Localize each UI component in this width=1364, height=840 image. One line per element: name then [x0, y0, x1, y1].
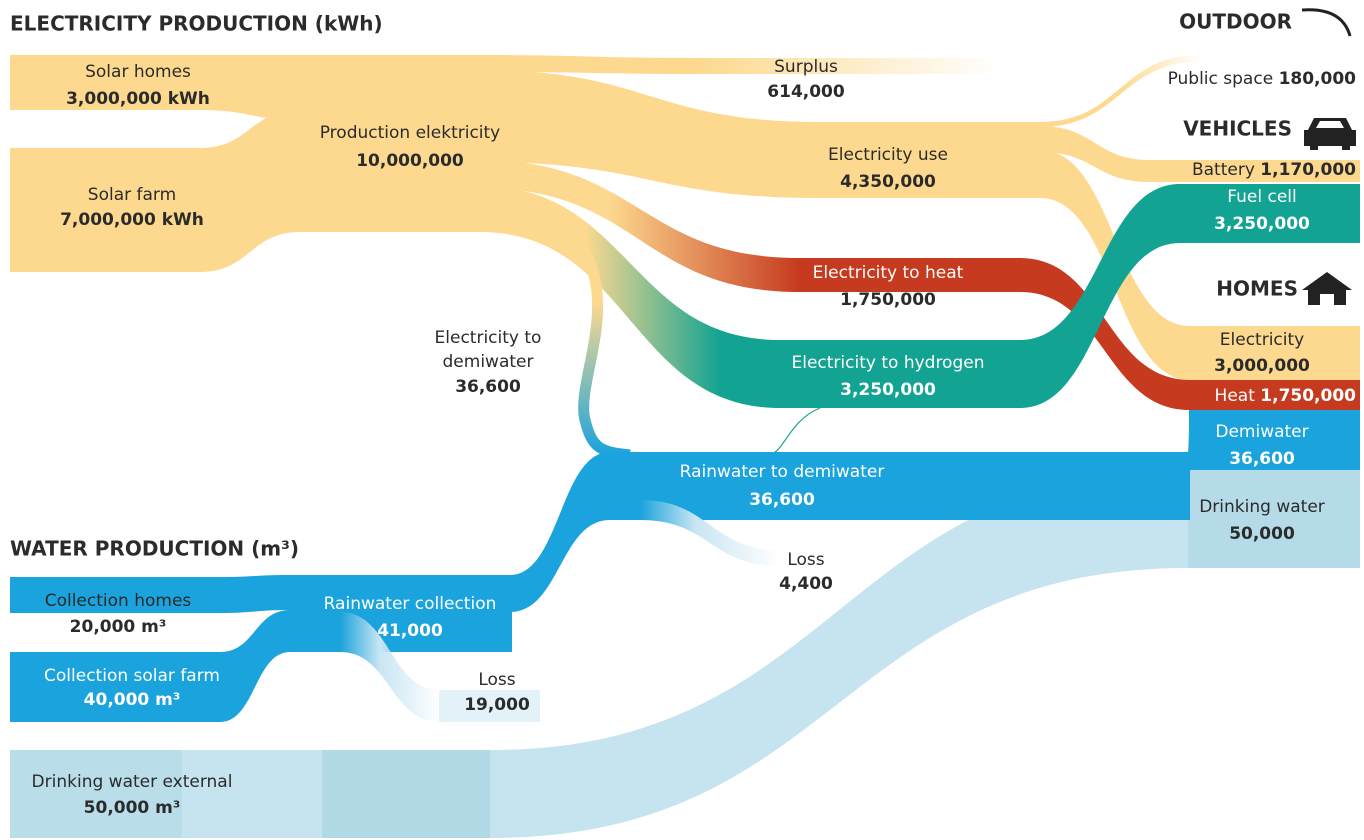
flow-node — [699, 58, 1000, 74]
node-label: Public space 180,000 — [1168, 69, 1357, 89]
flow-node — [609, 452, 1190, 520]
labels: ELECTRICITY PRODUCTION (kWh) WATER PRODU… — [10, 10, 1356, 819]
flow — [480, 55, 700, 74]
node-label: Electricity use — [828, 145, 948, 165]
flow — [480, 186, 780, 408]
flow-node — [1189, 380, 1360, 410]
flow-node — [1189, 410, 1360, 470]
node-value: 614,000 — [767, 82, 845, 102]
node-value: 4,400 — [779, 574, 833, 594]
flow-node — [299, 55, 482, 232]
node-value: 41,000 — [377, 621, 443, 641]
node-label: Rainwater collection — [324, 594, 497, 614]
node-value: 1,750,000 — [1260, 386, 1356, 406]
flow — [480, 160, 800, 292]
node-label: Public space — [1168, 69, 1274, 89]
flow — [640, 500, 780, 566]
house-icon — [1302, 272, 1352, 305]
node-label: demiwater — [443, 352, 534, 372]
node-value: 36,600 — [455, 377, 521, 397]
node-label: Electricity to — [435, 328, 542, 348]
section-title: OUTDOOR — [1179, 10, 1292, 34]
node-label: Electricity — [1220, 330, 1304, 350]
flow-node — [439, 690, 540, 722]
flow — [1020, 184, 1180, 408]
flow — [220, 575, 290, 613]
flow-node — [819, 122, 1042, 198]
street-light-icon — [1301, 8, 1352, 37]
node-value: 180,000 — [1279, 69, 1357, 89]
node-label: Loss — [478, 670, 515, 690]
flow-node — [779, 340, 1022, 408]
node-value: 1,750,000 — [840, 290, 936, 310]
flow — [220, 610, 290, 722]
flows — [10, 55, 1360, 838]
node-label: Production elektricity — [320, 123, 501, 143]
node-value: 50,000 — [1229, 524, 1295, 544]
flow-node — [10, 750, 182, 838]
node-label: Drinking water — [1199, 497, 1325, 517]
flow — [1040, 55, 1200, 127]
node-label: Surplus — [774, 57, 838, 77]
node-value: 4,350,000 — [840, 172, 936, 192]
section-title: ELECTRICITY PRODUCTION (kWh) — [10, 12, 383, 36]
flow-node — [1179, 184, 1360, 243]
node-value: 40,000 m³ — [84, 690, 181, 710]
flow-node — [322, 750, 492, 838]
node-label: Collection homes — [45, 591, 192, 611]
flow-node — [799, 258, 1022, 292]
flow — [510, 452, 610, 612]
node-value: 10,000,000 — [356, 151, 464, 171]
node-value: 50,000 m³ — [84, 798, 181, 818]
flow-node — [1189, 326, 1360, 380]
node-label: Fuel cell — [1227, 187, 1296, 207]
flow-node — [10, 55, 200, 110]
node-value: 3,000,000 kWh — [66, 89, 210, 109]
flow — [480, 70, 820, 198]
node-value: 1,170,000 — [1260, 160, 1356, 180]
node-label: Battery 1,170,000 — [1192, 160, 1356, 180]
node-label: Collection solar farm — [44, 666, 220, 686]
node-value: 3,000,000 — [1214, 356, 1310, 376]
flow — [1020, 258, 1190, 410]
node-label: Battery — [1192, 160, 1255, 180]
node-value: 36,600 — [749, 490, 815, 510]
flow — [490, 470, 1188, 838]
node-value: 19,000 — [464, 695, 530, 715]
node-label: Solar farm — [88, 185, 176, 205]
flow — [1040, 126, 1150, 182]
flow-node — [1188, 470, 1360, 568]
node-value: 36,600 — [1229, 449, 1295, 469]
node-label: Heat — [1215, 386, 1256, 406]
node-label: Electricity to heat — [813, 263, 964, 283]
node-value: 7,000,000 kWh — [60, 210, 204, 230]
section-title: VEHICLES — [1183, 117, 1292, 141]
flow-node — [10, 652, 220, 722]
node-label: Demiwater — [1215, 422, 1308, 442]
flow-node — [10, 148, 200, 272]
node-label: Electricity to hydrogen — [792, 353, 985, 373]
flow — [200, 55, 300, 120]
flow — [340, 612, 440, 722]
node-value: 20,000 m³ — [70, 617, 167, 637]
node-label: Loss — [787, 550, 824, 570]
icons — [1301, 8, 1356, 305]
node-label: Rainwater to demiwater — [680, 462, 885, 482]
car-icon — [1304, 118, 1356, 150]
flow — [769, 407, 821, 456]
node-label: Solar homes — [85, 62, 191, 82]
section-title: HOMES — [1216, 277, 1298, 301]
flow-node — [10, 577, 220, 613]
flow — [570, 232, 631, 461]
section-title: WATER PRODUCTION (m³) — [10, 537, 299, 561]
node-label: Drinking water external — [32, 772, 233, 792]
node-label: Heat 1,750,000 — [1215, 386, 1357, 406]
node-value: 3,250,000 — [840, 380, 936, 400]
flow — [200, 110, 300, 272]
node-value: 3,250,000 — [1214, 214, 1310, 234]
flow-node — [1149, 160, 1360, 182]
